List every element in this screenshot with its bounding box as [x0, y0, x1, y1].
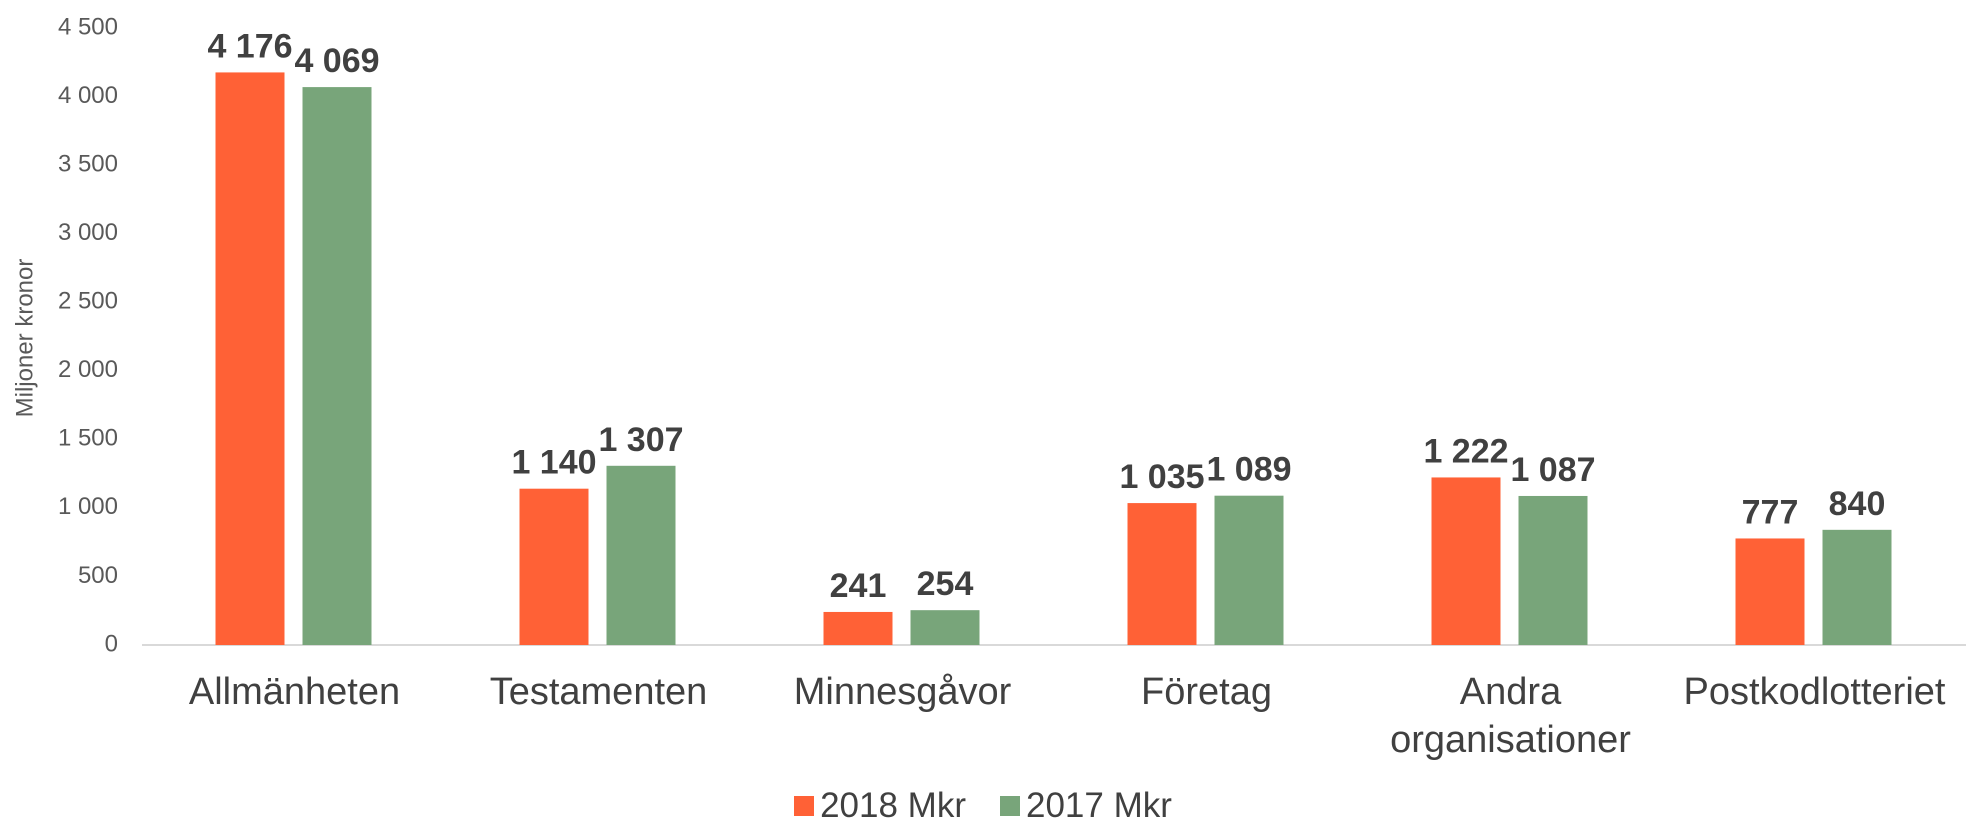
- y-tick-label: 0: [105, 630, 118, 657]
- value-label: 241: [830, 567, 887, 605]
- y-tick-label: 4 000: [58, 82, 118, 109]
- y-tick-label: 3 500: [58, 150, 118, 177]
- value-label: 4 176: [207, 27, 292, 65]
- legend-item: 2017 Mkr: [1000, 786, 1172, 824]
- bar: [519, 488, 589, 645]
- bar: [823, 611, 893, 645]
- legend-swatch: [1000, 796, 1020, 816]
- bar: [910, 610, 980, 645]
- y-tick-label: 4 500: [58, 13, 118, 40]
- value-label: 1 089: [1206, 451, 1291, 489]
- value-label: 840: [1829, 485, 1886, 523]
- value-label: 4 069: [294, 42, 379, 80]
- x-tick-label: Postkodlotteriet: [1683, 671, 1946, 713]
- x-tick-label: Minnesgåvor: [793, 671, 1012, 713]
- bar: [215, 72, 285, 645]
- bar: [1735, 538, 1805, 645]
- value-label: 1 222: [1423, 432, 1508, 470]
- y-tick-label: 1 000: [58, 493, 118, 520]
- bar: [1214, 495, 1284, 645]
- x-tick-label: Företag: [1141, 671, 1272, 713]
- bar: [1822, 529, 1892, 645]
- legend-swatch: [794, 796, 815, 816]
- legend-label: 2018 Mkr: [820, 786, 966, 824]
- x-tick-label: Andra organisationer: [1390, 671, 1631, 761]
- bar: [606, 465, 676, 645]
- y-axis-title: Miljoner kronor: [11, 259, 38, 418]
- legend: 2018 Mkr 2017 Mkr: [0, 786, 1966, 824]
- y-tick-label: 2 000: [58, 356, 118, 383]
- y-tick-label: 2 500: [58, 288, 118, 315]
- x-tick-label: Testamenten: [489, 671, 708, 713]
- value-label: 1 087: [1510, 451, 1595, 489]
- value-label: 777: [1742, 493, 1799, 531]
- y-tick-label: 1 500: [58, 425, 118, 452]
- bar: [302, 87, 372, 645]
- y-tick-label: 3 000: [58, 219, 118, 246]
- bar: [1518, 495, 1588, 645]
- value-label: 254: [917, 565, 974, 603]
- bar: [1127, 503, 1197, 645]
- y-tick-label: 500: [78, 562, 118, 589]
- x-tick-label: Allmänheten: [188, 671, 401, 713]
- legend-label: 2017 Mkr: [1026, 786, 1172, 824]
- legend-item: 2018 Mkr: [794, 786, 966, 824]
- value-label: 1 307: [598, 421, 683, 459]
- bar: [1431, 477, 1501, 645]
- value-label: 1 035: [1119, 458, 1204, 496]
- value-label: 1 140: [511, 444, 596, 482]
